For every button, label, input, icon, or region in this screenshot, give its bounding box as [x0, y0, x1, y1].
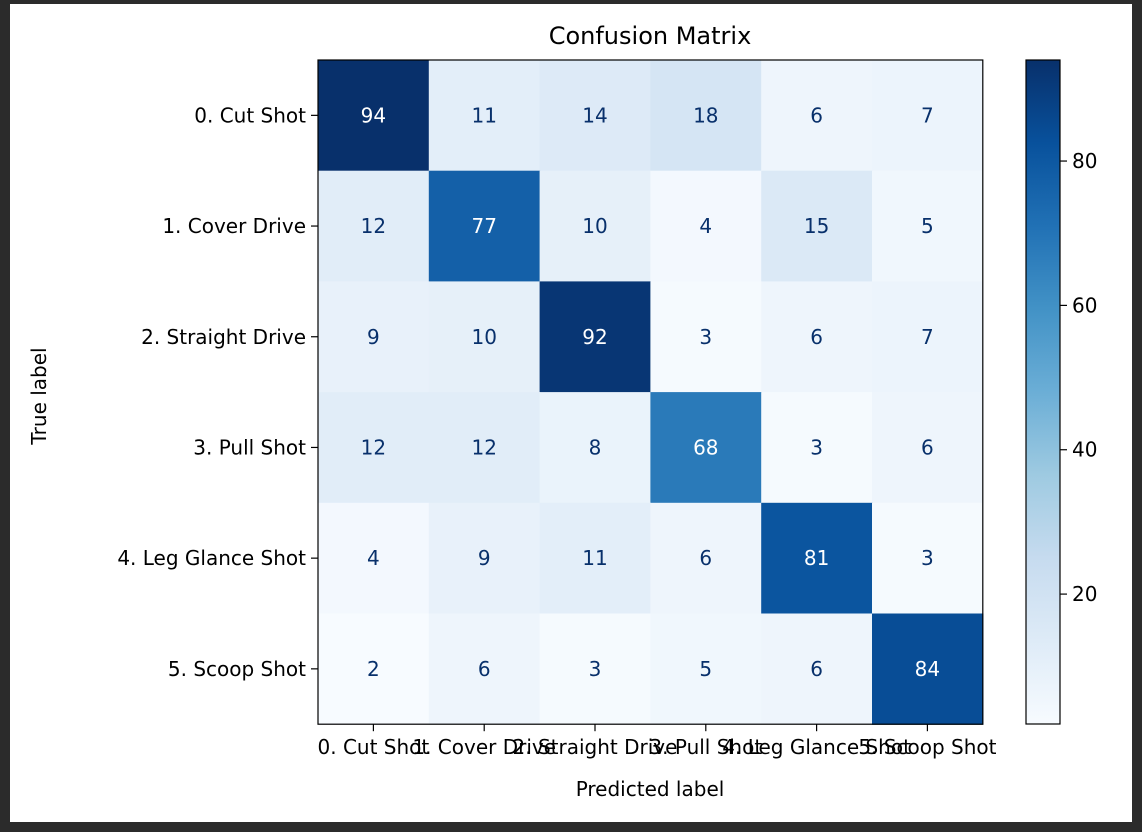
heatmap-cell [428, 170, 541, 282]
cell-value-label: 15 [804, 214, 829, 238]
heatmap-cell [539, 170, 651, 282]
cell-value-label: 6 [921, 435, 934, 459]
chart-figure: Confusion Matrix 94 11 14 18 6 7 12 77 10 4 15 5 9 10… [10, 4, 1132, 822]
heatmap-cell [318, 613, 430, 725]
heatmap-cell [318, 60, 430, 172]
plot-frame [317, 59, 984, 725]
heatmap-cell [428, 281, 541, 393]
heatmap-cell [650, 613, 762, 725]
y-tick-label: 0. Cut Shot [194, 103, 306, 127]
heatmap-cell [428, 613, 541, 725]
colorbar-tick-label: 80 [1072, 149, 1097, 173]
cell-value-label: 10 [471, 325, 496, 349]
heatmap-cell [318, 502, 430, 615]
heatmap-cell [650, 502, 762, 615]
cell-value-label: 6 [810, 325, 823, 349]
cell-value-label: 77 [471, 214, 496, 238]
heatmap-cell [650, 170, 762, 282]
confusion-matrix-chart: Confusion Matrix 94 11 14 18 6 712 77 10 4 15 59 10… [27, 22, 1097, 801]
cell-value-label: 9 [478, 546, 491, 570]
heatmap-cell [761, 392, 873, 504]
y-tick-label: 2. Straight Drive [141, 325, 306, 349]
heatmap-cell [761, 60, 873, 172]
cell-value-label: 11 [582, 546, 607, 570]
heatmap-cell [650, 392, 762, 504]
colorbar-tick-label: 20 [1072, 582, 1097, 606]
heatmap-cell [539, 613, 651, 725]
heatmap-cell [761, 281, 873, 393]
cell-value-label: 7 [921, 103, 934, 127]
heatmap-cell [428, 392, 541, 504]
heatmap-cells: 94 11 14 18 6 712 77 10 4 15 59 10 92 3 6 712 12 8 68 3 64 9 1… [318, 60, 984, 725]
x-axis-label: Predicted label [576, 777, 725, 801]
cell-value-label: 6 [478, 657, 491, 681]
cell-value-label: 3 [810, 435, 823, 459]
cell-value-label: 68 [693, 435, 718, 459]
cell-value-label: 5 [921, 214, 934, 238]
heatmap-cell [539, 502, 651, 615]
cell-value-label: 3 [921, 546, 934, 570]
x-tick-label: 3. Pull Shot [649, 735, 762, 759]
cell-value-label: 12 [361, 214, 386, 238]
x-tick-label: 4. Leg Glance Shot [722, 735, 911, 759]
cell-value-label: 8 [589, 435, 602, 459]
cell-value-label: 81 [804, 546, 829, 570]
heatmap-cell [872, 502, 984, 615]
cell-value-label: 6 [699, 546, 712, 570]
heatmap-cell [428, 60, 541, 172]
x-tick-label: 5. Scoop Shot [858, 735, 996, 759]
heatmap-cell [761, 170, 873, 282]
heatmap-cell [428, 502, 541, 615]
colorbar: 20 40 60 80 [1025, 59, 1097, 725]
heatmap-cell [872, 392, 984, 504]
cell-value-label: 10 [582, 214, 607, 238]
heatmap-cell [650, 60, 762, 172]
heatmap-cell [539, 281, 651, 393]
heatmap-cell [318, 392, 430, 504]
colorbar-tick-label: 40 [1072, 438, 1097, 462]
cell-value-label: 92 [582, 325, 607, 349]
cell-value-label: 3 [699, 325, 712, 349]
chart-title: Confusion Matrix [549, 22, 752, 50]
y-tick-label: 5. Scoop Shot [168, 657, 306, 681]
y-tick-label: 1. Cover Drive [162, 214, 306, 238]
colorbar-tick-label: 60 [1072, 293, 1097, 317]
cell-value-label: 5 [699, 657, 712, 681]
cell-value-label: 7 [921, 325, 934, 349]
x-tick-label: 1. Cover Drive [412, 735, 556, 759]
cell-value-label: 4 [367, 546, 380, 570]
x-tick-label: 2. Straight Drive [513, 735, 678, 759]
heatmap-cell [539, 60, 651, 172]
cell-value-label: 4 [699, 214, 712, 238]
cell-value-label: 84 [915, 657, 940, 681]
heatmap-cell [761, 613, 873, 725]
cell-value-label: 14 [582, 103, 607, 127]
cell-value-label: 18 [693, 103, 718, 127]
heatmap-cell [872, 60, 984, 172]
cell-value-label: 9 [367, 325, 380, 349]
y-axis-label: True label [27, 347, 51, 445]
heatmap-cell [761, 502, 873, 615]
cell-value-label: 3 [589, 657, 602, 681]
cell-value-label: 6 [810, 103, 823, 127]
heatmap-cell [872, 281, 984, 393]
y-tick-label: 3. Pull Shot [193, 435, 306, 459]
cell-value-label: 2 [367, 657, 380, 681]
x-tick-label: 0. Cut Shot [318, 735, 430, 759]
cell-value-label: 6 [810, 657, 823, 681]
heatmap-cell [872, 170, 984, 282]
cell-value-label: 12 [471, 435, 496, 459]
colorbar-gradient [1025, 59, 1061, 725]
heatmap-cell [650, 281, 762, 393]
heatmap-cell [318, 281, 430, 393]
heatmap-cell [539, 392, 651, 504]
cell-value-label: 11 [471, 103, 496, 127]
cell-value-label: 94 [361, 103, 386, 127]
heatmap-cell [872, 613, 984, 725]
y-tick-label: 4. Leg Glance Shot [117, 546, 306, 570]
cell-value-label: 12 [361, 435, 386, 459]
heatmap-cell [318, 170, 430, 282]
